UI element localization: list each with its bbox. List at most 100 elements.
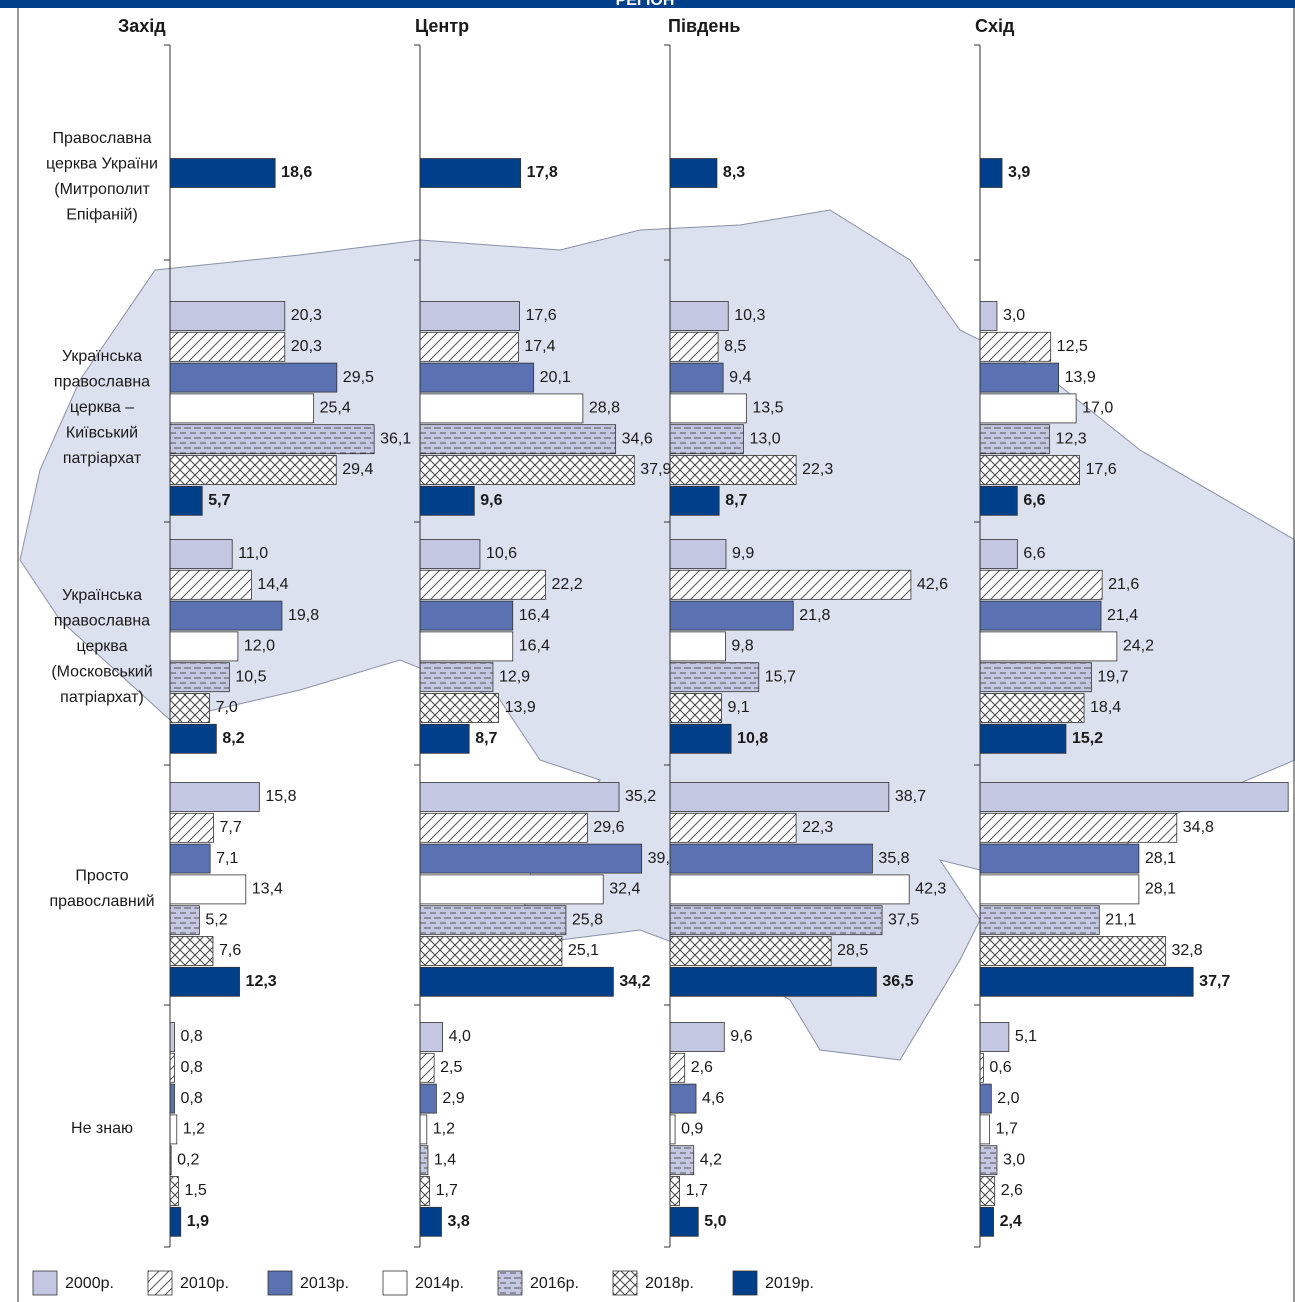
bar <box>169 600 283 631</box>
bar <box>419 331 519 362</box>
bar <box>419 936 563 966</box>
bar <box>669 905 883 936</box>
bar <box>419 812 588 843</box>
bar <box>419 424 617 455</box>
bar <box>979 1176 996 1206</box>
value-label: 0,8 <box>181 1090 203 1107</box>
value-label: 17,6 <box>1086 461 1117 478</box>
bar <box>419 662 494 693</box>
bar <box>419 1022 444 1052</box>
bar <box>669 362 724 393</box>
legend-swatch <box>732 1270 758 1296</box>
bar <box>419 1114 428 1145</box>
value-label: 36,1 <box>380 430 411 447</box>
value-label: 13,5 <box>752 400 783 417</box>
category-label: православний <box>49 893 154 910</box>
bar <box>669 301 729 331</box>
value-label: 7,6 <box>219 942 241 959</box>
value-label: 14,4 <box>257 576 288 593</box>
value-label: 24,2 <box>1123 638 1154 655</box>
value-label: 1,9 <box>187 1213 209 1230</box>
category-label: Українська <box>62 348 142 365</box>
legend-label: 2013р. <box>300 1275 349 1292</box>
value-label: 12,3 <box>246 973 277 990</box>
value-label: 9,8 <box>731 638 753 655</box>
value-label: 42,3 <box>915 881 946 898</box>
value-label: 3,0 <box>1003 1151 1025 1168</box>
bar <box>669 843 873 874</box>
value-label: 8,3 <box>723 164 745 181</box>
bar <box>169 782 260 812</box>
bar <box>979 393 1077 424</box>
bar <box>419 1145 429 1176</box>
bar <box>419 1176 431 1206</box>
bar <box>169 1114 178 1145</box>
bar <box>979 905 1100 936</box>
bar <box>979 485 1018 516</box>
value-label: 1,4 <box>434 1151 456 1168</box>
value-label: 35,2 <box>625 788 656 805</box>
bar <box>979 455 1080 485</box>
value-label: 8,7 <box>725 492 747 509</box>
value-label: 6,6 <box>1023 492 1045 509</box>
bar <box>669 1114 676 1145</box>
bar <box>169 662 230 693</box>
bar <box>979 1206 994 1237</box>
value-label: 8,7 <box>475 730 497 747</box>
category-label: Православна <box>53 130 152 147</box>
bar <box>669 1052 686 1083</box>
bar <box>669 631 726 662</box>
bar <box>669 1176 681 1206</box>
bar <box>169 485 203 516</box>
value-label: 2,6 <box>1001 1182 1023 1199</box>
bar <box>979 539 1018 569</box>
value-label: 22,2 <box>552 576 583 593</box>
value-label: 7,0 <box>216 699 238 716</box>
bar <box>169 331 286 362</box>
bar <box>979 936 1166 966</box>
bar <box>419 485 475 516</box>
bar <box>669 662 760 693</box>
value-label: 0,6 <box>989 1059 1011 1076</box>
value-label: 13,0 <box>750 430 781 447</box>
value-label: 2,6 <box>691 1059 713 1076</box>
bar <box>669 455 797 485</box>
value-label: 25,8 <box>572 911 603 928</box>
bar <box>669 1206 699 1237</box>
value-label: 1,7 <box>996 1121 1018 1138</box>
category-label: церква <box>77 638 128 655</box>
value-label: 16,4 <box>519 607 550 624</box>
value-label: 6,6 <box>1023 545 1045 562</box>
bar <box>169 301 286 331</box>
value-label: 15,2 <box>1072 730 1103 747</box>
bar <box>979 631 1118 662</box>
value-label: 18,6 <box>281 164 312 181</box>
value-label: 8,2 <box>222 730 244 747</box>
legend-label: 2000р. <box>65 1275 114 1292</box>
value-label: 8,5 <box>724 338 746 355</box>
legend-label: 2010р. <box>180 1275 229 1292</box>
value-label: 4,2 <box>700 1151 722 1168</box>
bar <box>669 1145 695 1176</box>
bar <box>669 966 877 997</box>
value-label: 37,9 <box>640 461 671 478</box>
value-label: 25,4 <box>320 400 351 417</box>
value-label: 1,2 <box>183 1121 205 1138</box>
bar <box>979 1083 992 1114</box>
value-label: 11,0 <box>238 545 268 562</box>
panel-title: Схід <box>975 16 1015 36</box>
category-label: патріархат) <box>60 689 144 706</box>
value-label: 10,5 <box>235 668 266 685</box>
legend-label: 2018р. <box>645 1275 694 1292</box>
bar <box>979 1145 998 1176</box>
legend-label: 2016р. <box>530 1275 579 1292</box>
bar <box>169 1022 175 1052</box>
bar <box>669 874 910 905</box>
bar <box>979 331 1052 362</box>
legend-swatch <box>32 1270 58 1296</box>
value-label: 28,8 <box>589 400 620 417</box>
bar <box>169 362 338 393</box>
bar <box>419 966 614 997</box>
